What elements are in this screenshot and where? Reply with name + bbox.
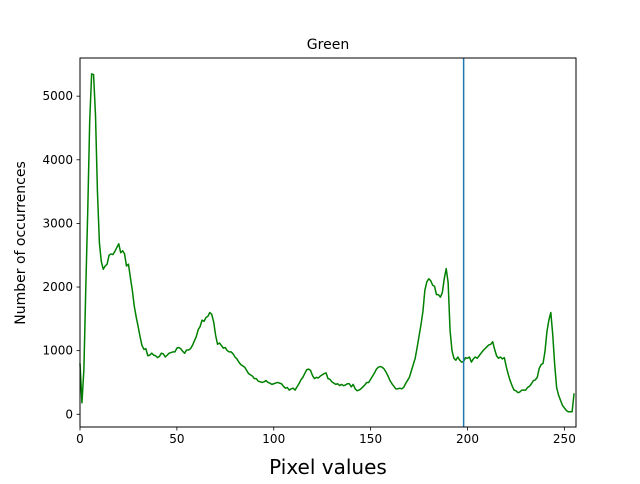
plot-area (80, 58, 576, 427)
chart-title: Green (307, 37, 349, 53)
x-tick-label: 150 (359, 432, 382, 446)
y-tick-label: 0 (65, 407, 73, 421)
y-tick-label: 5000 (42, 89, 73, 103)
x-tick-label: 100 (262, 432, 285, 446)
y-tick-label: 4000 (42, 153, 73, 167)
y-tick-label: 3000 (42, 216, 73, 230)
x-tick-label: 50 (169, 432, 184, 446)
y-tick-label: 1000 (42, 344, 73, 358)
x-tick-label: 250 (553, 432, 576, 446)
y-axis-label: Number of occurrences (13, 161, 29, 325)
x-tick-label: 200 (456, 432, 479, 446)
x-axis-label: Pixel values (269, 455, 387, 479)
x-tick-label: 0 (76, 432, 84, 446)
y-tick-label: 2000 (42, 280, 73, 294)
